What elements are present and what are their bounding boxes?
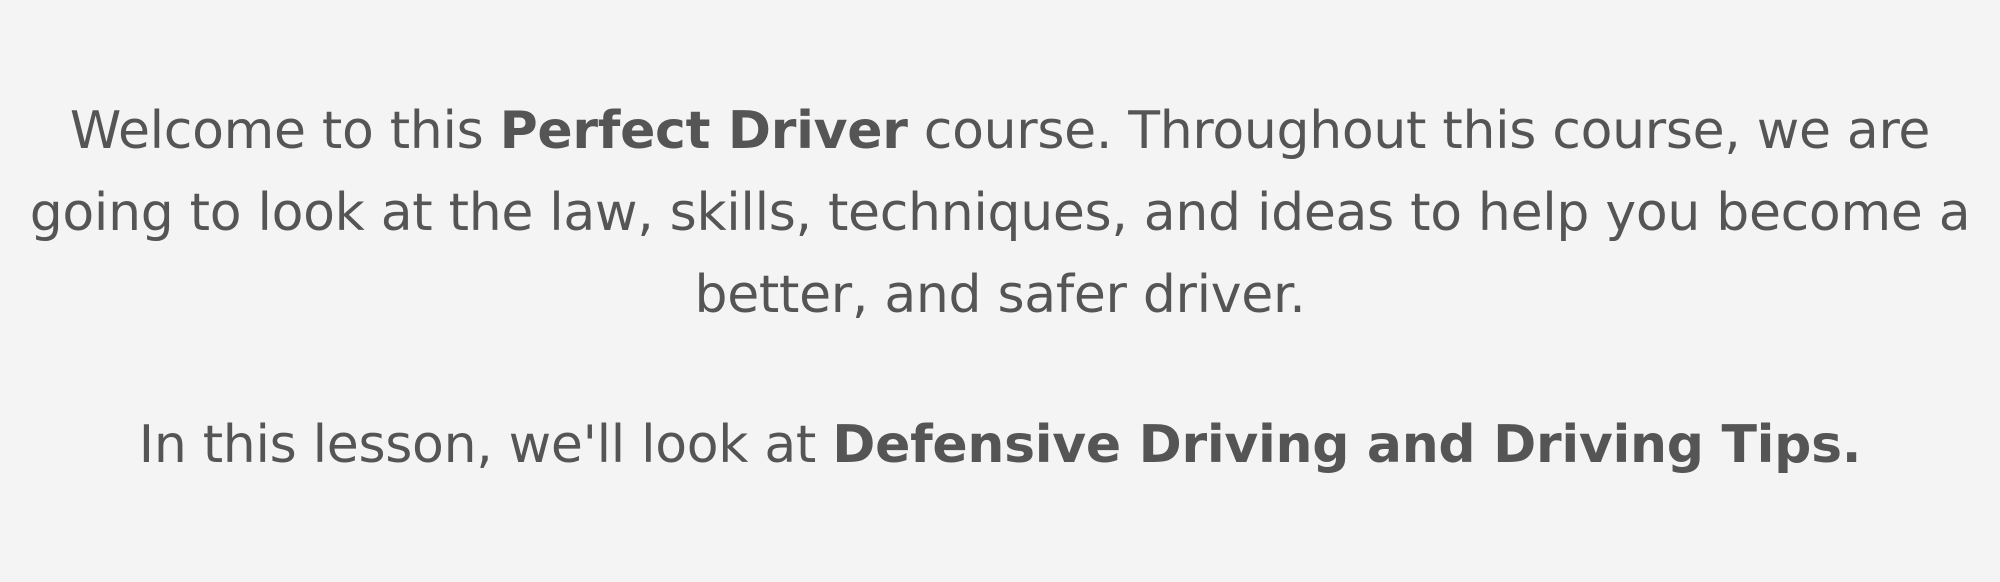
lesson-topic-paragraph: In this lesson, we'll look at Defensive … — [50, 404, 1950, 486]
course-name: Perfect Driver — [499, 101, 908, 161]
course-description-text: course. Throughout this course, we are g… — [29, 101, 1971, 325]
lesson-intro-text: In this lesson, we'll look at — [138, 415, 833, 475]
lesson-topic: Defensive Driving and Driving Tips. — [832, 415, 1862, 475]
course-welcome-paragraph: Welcome to this Perfect Driver course. T… — [8, 90, 1993, 336]
welcome-text: Welcome to this — [69, 101, 500, 161]
